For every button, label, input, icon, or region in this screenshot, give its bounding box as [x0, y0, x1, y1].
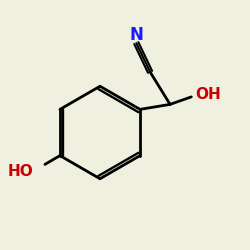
Text: HO: HO	[8, 164, 34, 180]
Text: OH: OH	[195, 88, 220, 102]
Text: N: N	[129, 26, 143, 44]
